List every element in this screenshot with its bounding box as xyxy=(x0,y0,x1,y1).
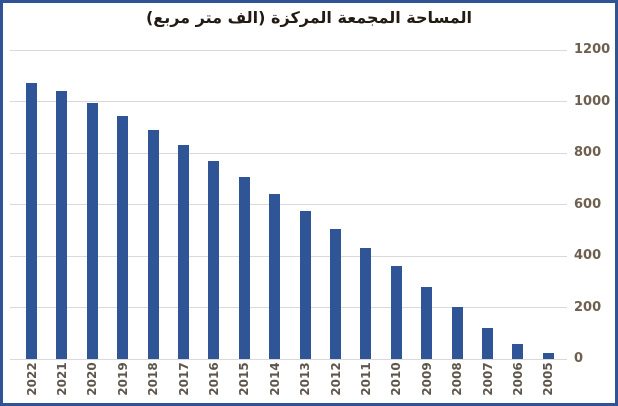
bar xyxy=(390,265,402,359)
x-tick-label: 2018 xyxy=(146,362,161,396)
bar xyxy=(178,144,189,359)
y-tick-label: 600 xyxy=(574,196,602,212)
x-tick-label: 2011 xyxy=(358,362,373,396)
x-tick-label: 2013 xyxy=(298,362,313,396)
y-tick-label: 200 xyxy=(574,299,602,315)
x-tick-label: 2020 xyxy=(85,362,100,396)
chart-title: المساحة المجمعة المركزة (الف متر مربع) xyxy=(145,8,473,27)
bar xyxy=(86,102,98,359)
gridline xyxy=(10,101,567,102)
x-tick-label: 2022 xyxy=(24,362,39,396)
x-tick-label: 2005 xyxy=(541,362,556,396)
bar xyxy=(330,229,341,359)
x-tick-label: 2019 xyxy=(115,362,130,396)
gridline xyxy=(10,255,567,257)
x-tick-label: 2014 xyxy=(267,362,282,396)
x-tick-label: 2021 xyxy=(54,362,69,396)
bar xyxy=(117,115,129,359)
x-tick-label: 2006 xyxy=(510,362,525,396)
gridline xyxy=(10,152,567,154)
bar xyxy=(208,160,220,359)
bar xyxy=(26,83,37,359)
y-tick-label: 1000 xyxy=(574,93,611,109)
x-tick-label: 2010 xyxy=(389,362,404,396)
x-tick-label: 2008 xyxy=(450,362,465,396)
bar xyxy=(269,194,281,359)
gridline xyxy=(10,307,567,308)
gridline xyxy=(10,49,567,51)
x-tick-label: 2016 xyxy=(206,362,221,396)
x-tick-label: 2015 xyxy=(237,362,252,396)
bar xyxy=(299,210,311,359)
y-tick-label: 400 xyxy=(574,248,602,263)
bar xyxy=(147,129,159,359)
bar xyxy=(56,91,68,359)
bar xyxy=(238,177,250,359)
bar xyxy=(542,352,554,359)
y-tick-label: 1200 xyxy=(574,42,611,57)
y-tick-label: 800 xyxy=(574,145,602,160)
bar xyxy=(421,286,433,359)
bar xyxy=(360,248,372,359)
y-tick-label: 0 xyxy=(574,351,584,366)
x-tick-label: 2017 xyxy=(176,362,191,396)
bar xyxy=(512,343,524,359)
plot-area xyxy=(10,49,567,360)
gridline xyxy=(10,358,567,360)
x-tick-label: 2007 xyxy=(480,362,495,396)
x-tick-label: 2009 xyxy=(419,362,434,396)
bar xyxy=(451,307,463,359)
bar xyxy=(482,327,493,359)
x-tick-label: 2012 xyxy=(328,362,343,396)
gridline xyxy=(10,204,567,205)
